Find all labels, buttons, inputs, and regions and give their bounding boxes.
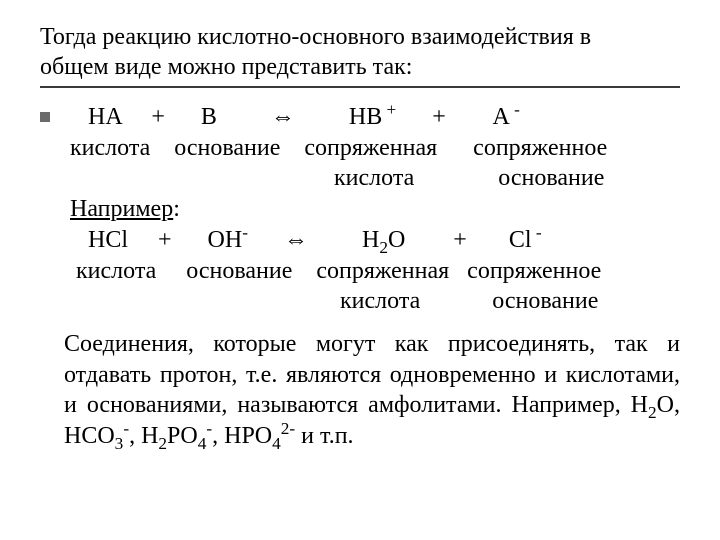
rx-g-p2: HB	[295, 104, 382, 130]
rx-g-sup2: -	[510, 100, 520, 119]
rx-e-p2	[248, 227, 284, 253]
para-t6: и т.п.	[295, 423, 353, 449]
rx-e-sub1: 2	[379, 238, 388, 257]
example-reaction-line3: кислота основание	[64, 286, 680, 317]
bullet-icon	[40, 112, 50, 122]
rx-e-sup2: -	[532, 223, 542, 242]
para-s1: 2	[648, 403, 657, 422]
rx-g-sup1: +	[382, 100, 396, 119]
content-row: HA + B ⇔ HB + + A - кислота основание со…	[40, 102, 680, 452]
rx-g-arrow: ⇔	[271, 104, 295, 130]
slide-title: Тогда реакцию кислотно-основного взаимод…	[40, 22, 680, 82]
para-sup3: 2-	[281, 419, 295, 438]
title-line2: общем виде можно представить так:	[40, 54, 412, 80]
example-reaction-line1: HCl + OH- ⇔ H2O + Cl -	[64, 225, 680, 256]
general-reaction-line1: HA + B ⇔ HB + + A -	[64, 102, 680, 133]
para-t1: Соединения, которые могут как присоединя…	[64, 331, 680, 418]
title-line1: Тогда реакцию кислотно-основного взаимод…	[40, 24, 591, 50]
title-underline	[40, 86, 680, 88]
general-reaction-line3: кислота основание	[64, 163, 680, 194]
para-s5: 4	[272, 434, 281, 453]
example-label-line: Например:	[64, 194, 680, 225]
rx-e-arrow: ⇔	[284, 227, 308, 253]
reaction-block: HA + B ⇔ HB + + A - кислота основание со…	[64, 102, 680, 452]
rx-e-p1: HCl + OH	[64, 227, 242, 253]
rx-g-p1: HA + B	[64, 104, 271, 130]
para-t3: , H	[129, 423, 158, 449]
rx-g-p3: + A	[396, 104, 510, 130]
example-reaction-line2: кислота основание сопряженная сопряженно…	[64, 256, 680, 287]
slide-container: Тогда реакцию кислотно-основного взаимод…	[0, 0, 720, 540]
example-label: Например	[70, 196, 173, 222]
para-t4: PO	[167, 423, 198, 449]
general-reaction-line2: кислота основание сопряженная сопряженно…	[64, 133, 680, 164]
rx-e-p3: H	[308, 227, 379, 253]
para-t5: , HPO	[212, 423, 272, 449]
paragraph: Соединения, которые могут как присоединя…	[64, 329, 680, 452]
rx-e-p4: O + Cl	[388, 227, 532, 253]
para-s3: 2	[158, 434, 167, 453]
